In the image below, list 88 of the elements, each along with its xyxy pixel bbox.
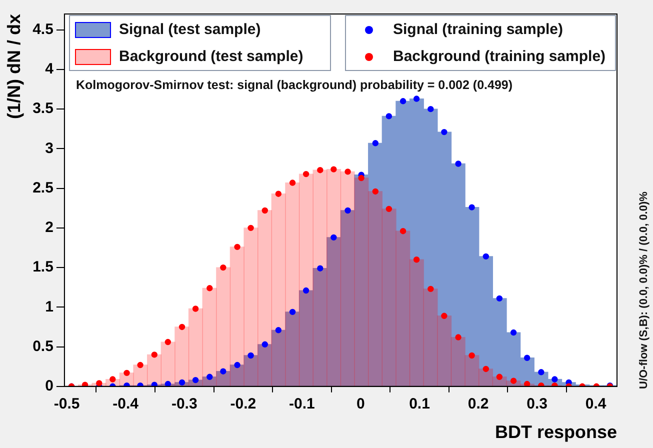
point	[496, 374, 503, 380]
legend-label: Background (training sample)	[393, 48, 606, 65]
x-tick-label: -0.3	[171, 396, 198, 413]
x-tick-label: -0.2	[230, 396, 256, 413]
point	[317, 166, 324, 174]
y-tick-label: 0	[45, 378, 54, 395]
point	[82, 382, 88, 386]
x-tick-label: 0.4	[585, 396, 607, 413]
point	[234, 362, 240, 368]
y-tick-label: 4	[45, 60, 54, 78]
point	[441, 128, 448, 136]
point	[192, 376, 199, 384]
point	[344, 207, 351, 214]
y-tick-label: 1	[45, 298, 54, 316]
point	[524, 354, 530, 361]
point	[151, 382, 158, 386]
point	[164, 338, 172, 346]
point	[206, 374, 213, 380]
point	[275, 190, 282, 197]
point	[248, 352, 254, 359]
point	[358, 174, 364, 182]
point	[164, 380, 172, 386]
point	[386, 113, 392, 120]
point	[302, 170, 310, 178]
point	[455, 334, 462, 340]
point	[275, 327, 282, 334]
point	[96, 380, 102, 386]
y-tick-label: 2	[45, 219, 54, 236]
point	[372, 140, 379, 146]
y-tick-label: 3.5	[32, 100, 54, 118]
point	[496, 295, 503, 302]
x-axis-title: BDT response	[494, 422, 617, 442]
point	[302, 287, 310, 294]
point	[413, 256, 420, 263]
x-tick-label: -0.1	[289, 396, 315, 413]
y-tick-label: 0.5	[32, 338, 54, 355]
point	[192, 306, 199, 312]
y-tick-label: 1.5	[32, 258, 54, 276]
point	[317, 265, 324, 272]
point	[372, 188, 379, 195]
x-tick-label: 0.2	[468, 396, 489, 413]
point	[441, 312, 448, 319]
x-tick-label: -0.5	[54, 396, 80, 413]
x-tick-label: -0.4	[112, 396, 140, 413]
point	[330, 234, 337, 241]
point	[330, 166, 337, 172]
point	[400, 98, 406, 104]
point	[538, 369, 544, 376]
point	[468, 352, 475, 359]
point	[137, 362, 144, 368]
point	[178, 324, 186, 330]
point	[151, 352, 158, 358]
point	[510, 378, 517, 384]
point	[413, 96, 420, 102]
annotation: Kolmogorov-Smirnov test: signal (background) probability = 0.002 (0.499)	[76, 78, 513, 92]
legend-label: Signal (test sample)	[119, 21, 261, 38]
y-tick-label: 4.5	[32, 20, 54, 38]
legend-label: Background (test sample)	[119, 48, 304, 65]
point	[206, 285, 213, 292]
point	[386, 206, 392, 212]
point	[428, 286, 434, 292]
point	[455, 160, 462, 167]
text: U/O-flow (S,B): (0.0, 0.0)% / (0.0, 0.0)%	[638, 192, 650, 389]
point	[344, 168, 351, 175]
point	[510, 329, 517, 336]
x-tick-label: 0.1	[409, 396, 430, 413]
legend-label: Signal (training sample)	[393, 21, 564, 38]
point	[124, 370, 130, 376]
point	[524, 380, 530, 386]
point	[262, 207, 268, 214]
y-tick-label: 2.5	[32, 179, 54, 196]
point	[482, 366, 490, 372]
point	[220, 368, 226, 374]
point	[220, 264, 226, 271]
point	[248, 224, 254, 232]
y-axis-title: (1/N) dN / dx	[4, 14, 24, 120]
x-tick-label: 0.3	[526, 396, 548, 413]
point	[289, 308, 296, 316]
point	[428, 106, 434, 112]
x-tick-label: 0	[356, 396, 365, 413]
point	[289, 180, 296, 186]
point	[400, 228, 406, 234]
point	[178, 379, 186, 386]
point	[262, 341, 268, 348]
point	[482, 253, 490, 260]
point	[468, 204, 475, 210]
point	[234, 244, 240, 250]
y-tick-label: 3	[45, 140, 54, 157]
